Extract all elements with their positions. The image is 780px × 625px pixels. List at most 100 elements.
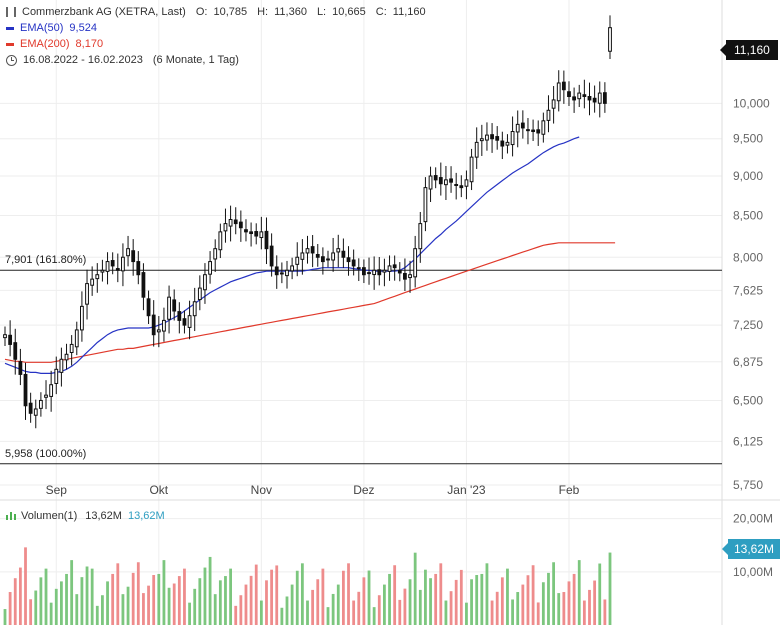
volume-bar [300, 563, 304, 625]
candle-body [320, 256, 325, 263]
candle-body [392, 264, 397, 269]
volume-bar [295, 570, 299, 625]
volume-bar [213, 594, 217, 625]
candle-body [531, 129, 535, 133]
volume-header: Volumen(1) 13,62M 13,62M [6, 510, 165, 522]
candle-body [362, 267, 366, 276]
candle-body [356, 267, 361, 270]
volume-value: 13,62M [85, 510, 122, 522]
ema50-swatch [6, 26, 14, 30]
volume-bar [393, 565, 397, 625]
candle-body [105, 261, 110, 272]
volume-bar [265, 580, 268, 625]
ema200-row[interactable]: EMA(200) 8,170 [6, 38, 103, 50]
volume-bar [475, 575, 479, 625]
volume-bar [198, 578, 202, 625]
candle-body [151, 314, 156, 336]
volume-bar [203, 567, 207, 625]
candle-body [444, 179, 448, 186]
candle-body [33, 408, 38, 416]
volume-bar [454, 579, 458, 625]
candle-body [121, 256, 125, 272]
candle-body [474, 141, 479, 158]
candle-body [469, 156, 474, 183]
volume-tag: 13,62M [721, 539, 780, 559]
candle-body [269, 245, 274, 267]
volume-bar [290, 584, 294, 625]
volume-bar [388, 573, 391, 625]
candle-body [23, 373, 28, 407]
volume-bar [316, 579, 320, 625]
candle-body [90, 278, 95, 286]
menu-icon[interactable] [6, 7, 16, 17]
candle-body [197, 287, 202, 301]
volume-bar [208, 556, 212, 625]
candle-body [315, 253, 320, 258]
volume-bar [85, 566, 89, 625]
candle-body [146, 298, 151, 317]
volume-bar [567, 581, 571, 625]
candle-body [136, 261, 141, 276]
candle-body [495, 136, 500, 141]
candle-body [279, 272, 284, 275]
volume-bar [547, 572, 550, 625]
volume-bar [434, 573, 438, 625]
ema50-label: EMA(50) [20, 22, 64, 34]
volume-bar [449, 591, 453, 625]
candle-body [69, 343, 74, 354]
volume-bar [536, 602, 540, 625]
low-label: L: [316, 6, 327, 18]
candle-body [454, 184, 459, 187]
candle-body [44, 394, 48, 398]
volume-bar [39, 577, 43, 625]
volume-bar [326, 607, 330, 625]
candle-body [80, 305, 84, 331]
ema50-row[interactable]: EMA(50) 9,524 [6, 22, 97, 34]
candle-body [264, 230, 269, 250]
volume-bar [18, 567, 22, 625]
candle-body [64, 353, 69, 361]
volume-bar [126, 586, 130, 625]
candle-body [126, 248, 130, 257]
x-tick-label: Okt [149, 483, 168, 497]
candle-body [433, 175, 438, 181]
y-tick-label: 7,625 [733, 283, 763, 297]
candle-body [156, 329, 161, 333]
volume-bar [275, 565, 279, 625]
candle-body [95, 274, 100, 280]
candle-body [141, 272, 146, 298]
volume-bar [341, 570, 345, 625]
candle-body [85, 283, 89, 305]
bar-chart-icon [6, 512, 16, 520]
volume-bar [172, 583, 176, 625]
candle-body [490, 134, 494, 140]
candle-body [397, 269, 402, 274]
candle-body [551, 99, 556, 109]
volume-bar [588, 589, 591, 625]
y-tick-label: 6,875 [733, 355, 763, 369]
volume-bar [429, 578, 432, 625]
volume-bar [306, 600, 309, 625]
volume-bar [424, 569, 427, 625]
volume-bar [444, 600, 448, 625]
ema200-label: EMA(200) [20, 38, 70, 50]
ema200-value: 8,170 [75, 38, 104, 50]
y-tick-label: 9,000 [733, 169, 763, 183]
volume-bar [562, 592, 566, 625]
volume-bar [116, 563, 120, 625]
volume-bar [60, 581, 63, 625]
volume-bar [490, 600, 494, 625]
chart-header: Commerzbank AG (XETRA, Last) O: 10,785 H… [0, 0, 722, 72]
candle-body [572, 96, 577, 101]
candle-body [172, 299, 177, 312]
candle-body [546, 109, 551, 121]
volume-bar [49, 602, 53, 625]
volume-bar [70, 560, 74, 625]
candle-body [249, 231, 253, 235]
candle-body [208, 261, 212, 275]
candle-body [597, 92, 602, 104]
candle-body [3, 334, 7, 339]
candle-body [305, 248, 310, 254]
open-value: 10,785 [213, 6, 248, 18]
volume-bar [54, 588, 58, 625]
